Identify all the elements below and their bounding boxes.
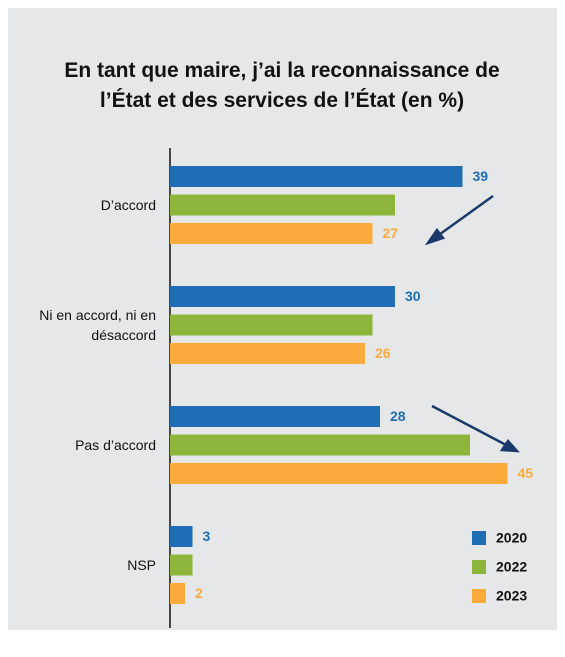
legend-swatch xyxy=(472,589,486,603)
legend-swatch xyxy=(472,560,486,574)
bar xyxy=(170,526,193,547)
data-label: 30 xyxy=(405,288,421,304)
annotation-arrows xyxy=(424,194,520,453)
category-label: NSP xyxy=(127,557,156,573)
legend-label: 2022 xyxy=(496,559,527,575)
data-label: 27 xyxy=(383,225,399,241)
category-label: Ni en accord, ni en désaccord xyxy=(39,307,156,343)
arrow xyxy=(435,194,494,239)
bar xyxy=(170,463,508,484)
bar xyxy=(170,194,395,216)
category-label: Pas d’accord xyxy=(75,437,156,453)
bar xyxy=(170,434,470,456)
data-label: 28 xyxy=(390,408,406,424)
bar xyxy=(170,343,365,364)
bar xyxy=(170,554,193,576)
bar xyxy=(170,223,373,244)
legend-label: 2020 xyxy=(496,530,527,546)
data-label: 26 xyxy=(375,345,391,361)
category-label: D’accord xyxy=(100,197,156,213)
data-label: 45 xyxy=(518,465,534,481)
legend-swatch xyxy=(472,531,486,545)
arrow-head xyxy=(424,227,446,246)
bar xyxy=(170,583,185,604)
data-label: 3 xyxy=(203,528,211,544)
arrow-head xyxy=(499,438,520,453)
chart-title: En tant que maire, j’ai la reconnaissanc… xyxy=(64,59,500,112)
bar xyxy=(170,406,380,427)
data-label: 39 xyxy=(473,168,489,184)
data-label: 2 xyxy=(195,585,203,601)
bar xyxy=(170,166,463,187)
bar xyxy=(170,314,373,336)
bar xyxy=(170,286,395,307)
arrow xyxy=(431,404,509,448)
legend-label: 2023 xyxy=(496,588,527,604)
